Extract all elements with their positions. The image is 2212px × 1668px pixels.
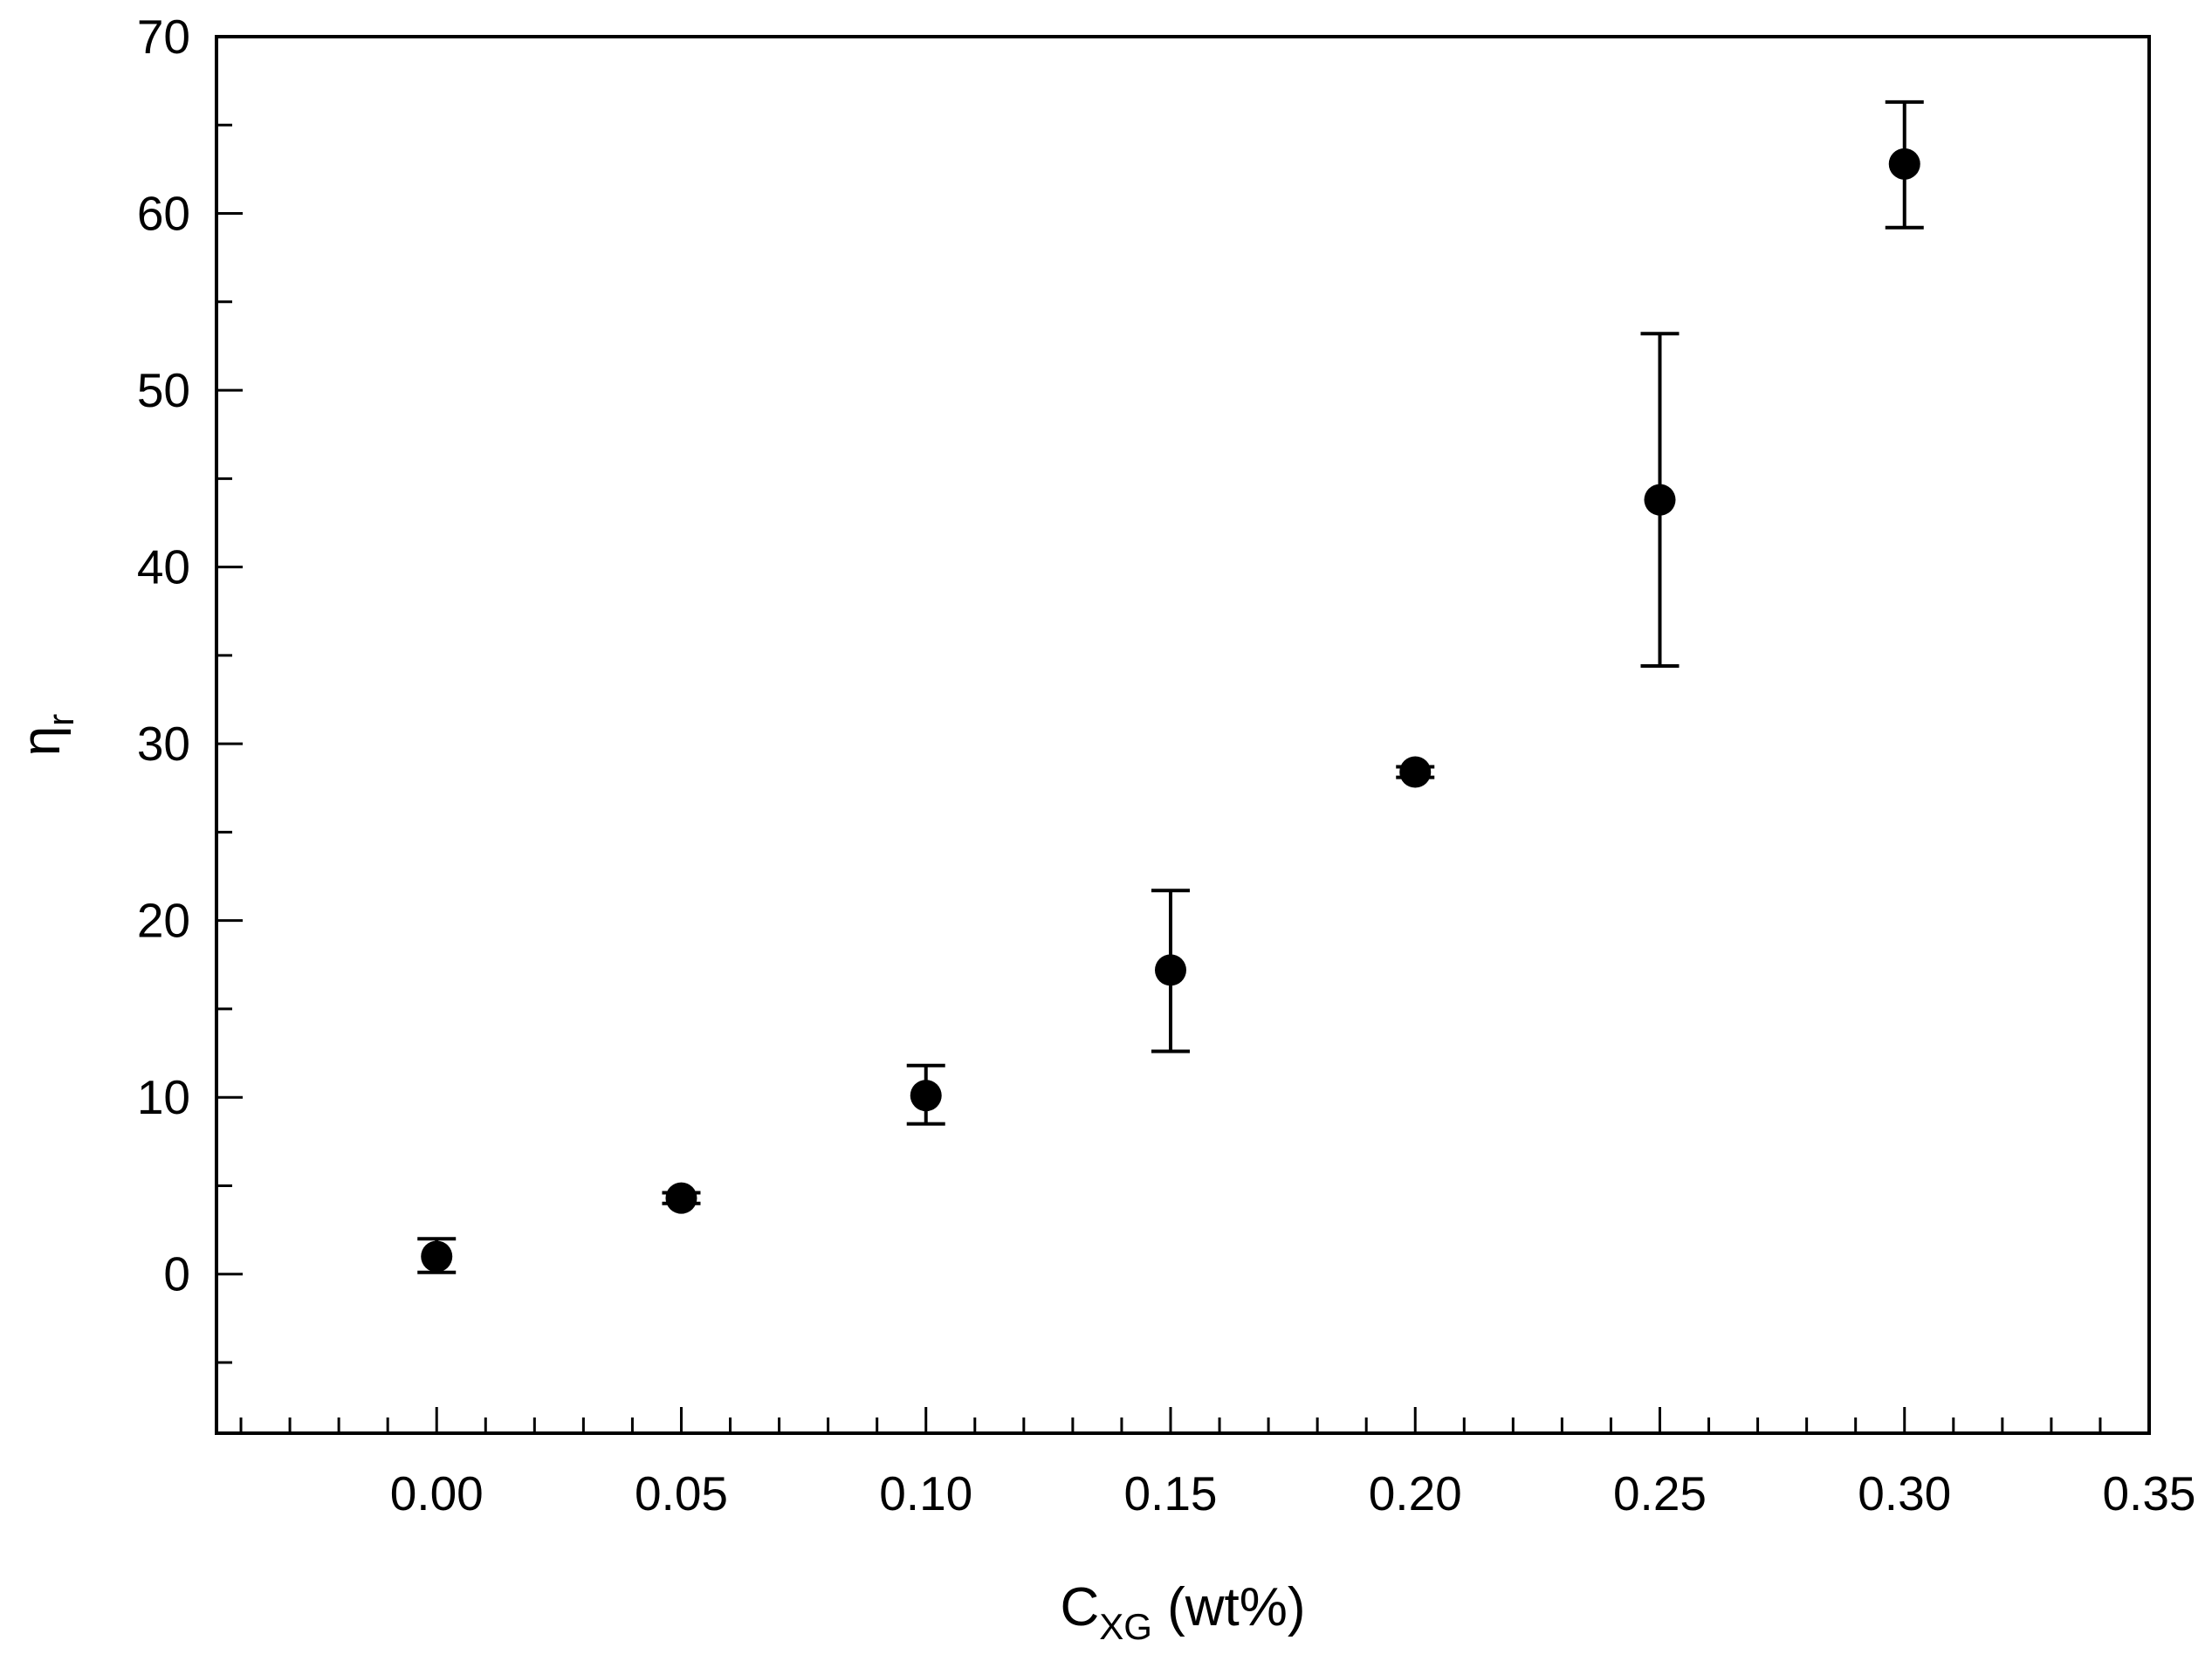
x-axis-title: CXG (wt%): [1060, 1577, 1305, 1647]
y-tick-label: 30: [137, 717, 190, 771]
x-tick-label: 0.35: [2102, 1466, 2195, 1520]
data-point: [1154, 954, 1186, 986]
x-tick-label: 0.00: [390, 1466, 484, 1520]
data-point: [1888, 148, 1920, 180]
x-tick-label: 0.20: [1369, 1466, 1462, 1520]
x-tick-label: 0.10: [879, 1466, 972, 1520]
x-tick-label: 0.05: [635, 1466, 728, 1520]
y-tick-label: 20: [137, 894, 190, 948]
y-axis-title-subscript: r: [40, 714, 81, 726]
y-tick-label: 0: [163, 1247, 190, 1301]
x-tick-label: 0.30: [1858, 1466, 1951, 1520]
data-point: [665, 1182, 697, 1214]
data-point-group: [1396, 756, 1435, 788]
x-axis-title-unit: (wt%): [1152, 1577, 1306, 1637]
x-axis-title-subscript: XG: [1099, 1606, 1152, 1647]
data-series: [417, 100, 1924, 1274]
data-point-group: [1151, 889, 1190, 1054]
data-point: [421, 1240, 453, 1273]
x-axis-title-main: C: [1060, 1577, 1099, 1637]
y-axis-title-main: η: [11, 726, 72, 756]
data-point: [1644, 484, 1676, 516]
y-axis-ticks: [216, 123, 243, 1364]
y-axis-title: ηr: [11, 714, 81, 756]
plot-frame: [215, 35, 2151, 1435]
y-axis-tick-labels: 0 10 20 30 40 50 60 70: [137, 10, 190, 1301]
x-axis-ticks: [239, 1407, 2102, 1433]
y-tick-label: 50: [137, 363, 190, 417]
data-point-group: [1640, 332, 1680, 669]
y-tick-label: 40: [137, 540, 190, 594]
data-point-group: [906, 1063, 945, 1126]
data-point-group: [1885, 100, 1924, 230]
x-tick-label: 0.25: [1613, 1466, 1707, 1520]
data-point-group: [417, 1237, 457, 1274]
data-point: [910, 1080, 942, 1112]
x-tick-label: 0.15: [1123, 1466, 1217, 1520]
y-tick-label: 60: [137, 187, 190, 241]
y-tick-label: 70: [137, 10, 190, 64]
y-tick-label: 10: [137, 1070, 190, 1124]
data-point: [1399, 756, 1432, 788]
x-axis-tick-labels: 0.00 0.05 0.10 0.15 0.20 0.25 0.30 0.35: [390, 1466, 2196, 1520]
data-point-group: [662, 1182, 701, 1214]
